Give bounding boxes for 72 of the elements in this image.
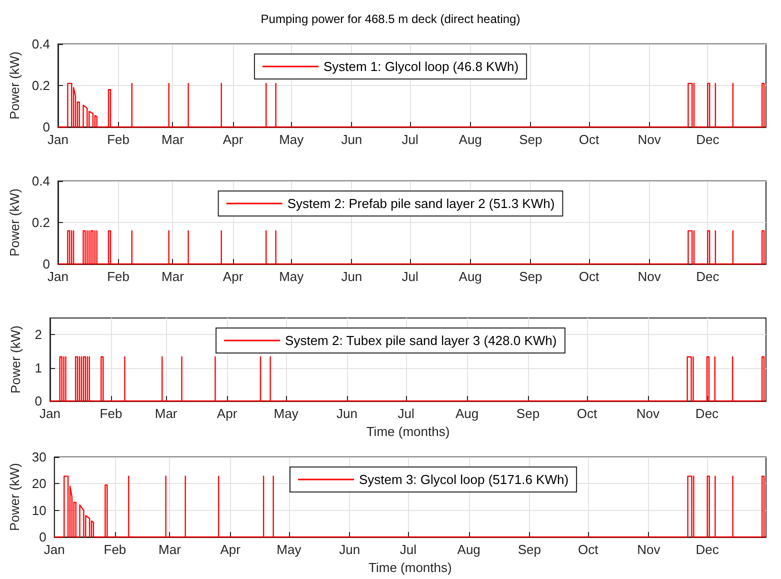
x-tick-label: Sep	[519, 269, 542, 284]
x-tick-label: Feb	[104, 542, 126, 557]
y-tick-label: 0	[39, 530, 46, 544]
x-tick-label: Jul	[402, 269, 418, 284]
x-tick-label: Nov	[638, 132, 662, 147]
x-tick-label: Jan	[44, 542, 65, 557]
y-axis-title: Power (kW)	[8, 326, 23, 394]
x-tick-label: Jun	[341, 269, 362, 284]
x-tick-label: Dec	[696, 132, 720, 147]
y-tick-label: 0	[42, 120, 50, 134]
x-tick-label: Nov	[636, 406, 660, 421]
x-tick-label: Mar	[162, 132, 185, 147]
x-tick-label: Jun	[341, 132, 362, 147]
legend-label: System 3: Glycol loop (5171.6 KWh)	[359, 472, 569, 487]
x-tick-label: Jan	[40, 406, 60, 421]
y-tick-label: 1	[34, 360, 42, 376]
x-tick-label: Feb	[100, 406, 122, 421]
legend-label: System 1: Glycol loop (46.8 KWh)	[323, 59, 519, 74]
x-tick-label: Sep	[519, 132, 542, 147]
legend-label: System 2: Prefab pile sand layer 2 (51.3 KWh)	[287, 196, 555, 211]
x-tick-label: Apr	[222, 132, 244, 147]
x-tick-label: Oct	[578, 269, 600, 284]
x-tick-label: Oct	[578, 542, 599, 557]
x-tick-label: May	[276, 542, 302, 557]
x-tick-label: Feb	[107, 269, 130, 284]
y-tick-label: 0	[34, 394, 42, 408]
x-axis-title: Time (months)	[366, 424, 450, 439]
x-tick-label: Dec	[696, 269, 720, 284]
y-tick-label: 0.2	[32, 215, 50, 230]
x-tick-label: May	[279, 269, 304, 284]
y-tick-label: 2	[34, 327, 42, 342]
y-tick-label: 0.4	[32, 174, 50, 188]
y-tick-label: 20	[32, 476, 46, 492]
x-tick-label: Oct	[576, 406, 598, 421]
y-tick-label: 30	[32, 450, 46, 464]
y-tick-label: 0.2	[32, 78, 50, 93]
x-tick-label: Dec	[695, 406, 720, 421]
x-tick-label: Aug	[455, 406, 479, 421]
x-tick-label: Jun	[339, 542, 360, 557]
y-axis-title: Power (kW)	[7, 52, 22, 120]
x-tick-label: Dec	[696, 542, 720, 557]
x-tick-label: Feb	[107, 132, 130, 147]
y-axis-title: Power (kW)	[7, 463, 22, 531]
x-tick-label: Jul	[398, 406, 414, 421]
x-tick-label: Apr	[216, 406, 238, 421]
x-tick-label: Mar	[158, 542, 182, 557]
x-tick-label: Nov	[638, 269, 662, 284]
y-axis-title: Power (kW)	[7, 188, 22, 256]
x-tick-label: Mar	[162, 269, 185, 284]
x-tick-label: May	[279, 132, 304, 147]
legend-label: System 2: Tubex pile sand layer 3 (428.0 KWh)	[285, 333, 557, 348]
x-tick-label: Nov	[637, 542, 661, 557]
x-tick-label: May	[274, 406, 299, 421]
chart-title: Pumping power for 468.5 m deck (direct heating)	[260, 12, 520, 26]
y-tick-label: 0.4	[32, 36, 50, 52]
y-tick-label: 10	[32, 502, 46, 518]
x-axis-title: Time (months)	[368, 560, 452, 575]
x-tick-label: Jul	[402, 132, 418, 147]
x-tick-label: Jul	[400, 542, 417, 557]
x-tick-label: Apr	[222, 269, 244, 284]
x-tick-label: Jun	[336, 406, 358, 421]
x-tick-label: Aug	[458, 269, 482, 284]
x-tick-label: Apr	[220, 542, 242, 557]
x-tick-label: Jan	[47, 132, 68, 147]
x-tick-label: Sep	[518, 542, 542, 557]
x-tick-label: Aug	[458, 132, 482, 147]
x-tick-label: Sep	[516, 406, 540, 421]
x-tick-label: Jan	[47, 269, 68, 284]
x-tick-label: Oct	[578, 132, 600, 147]
x-tick-label: Aug	[457, 542, 480, 557]
x-tick-label: Mar	[154, 406, 178, 421]
y-tick-label: 0	[42, 256, 50, 272]
